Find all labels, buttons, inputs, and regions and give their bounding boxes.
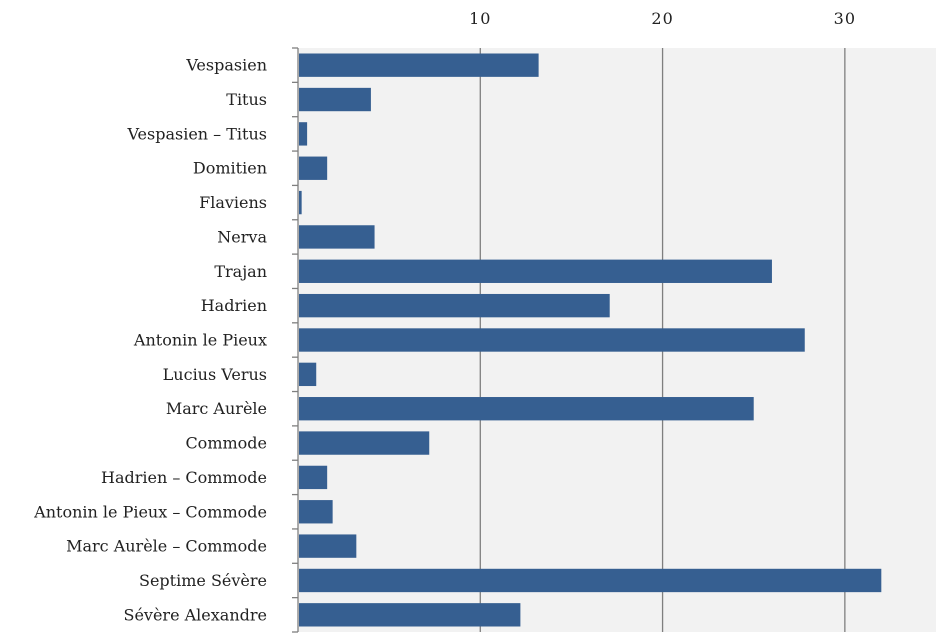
x-tick-label: 30	[834, 9, 856, 28]
bar	[299, 156, 328, 180]
category-label: Antonin le Pieux – Commode	[33, 502, 267, 521]
bar	[299, 397, 754, 421]
category-label: Titus	[226, 90, 267, 109]
category-label: Lucius Verus	[163, 365, 267, 384]
x-tick-label: 20	[651, 9, 673, 28]
category-label: Flaviens	[199, 193, 267, 212]
category-label: Marc Aurèle – Commode	[66, 537, 267, 556]
bar	[299, 87, 371, 112]
bars	[299, 53, 882, 627]
x-axis-ticks: 10 20 30	[469, 9, 856, 28]
category-label: Sévère Alexandre	[123, 605, 267, 624]
category-label: Marc Aurèle	[166, 399, 267, 418]
bar	[299, 465, 328, 490]
category-label: Vespasien	[185, 56, 267, 75]
bar	[299, 328, 805, 352]
category-label: Hadrien – Commode	[101, 468, 267, 487]
category-label: Septime Sévère	[139, 571, 267, 590]
bar	[299, 431, 430, 455]
bar	[299, 122, 308, 146]
bar	[299, 534, 357, 558]
category-label: Antonin le Pieux	[133, 331, 267, 350]
bar	[299, 568, 882, 593]
bar	[299, 362, 317, 387]
category-label: Trajan	[214, 262, 267, 281]
bar	[299, 190, 302, 215]
y-axis	[292, 47, 299, 633]
bar	[299, 500, 333, 524]
bar	[299, 259, 772, 283]
category-label: Hadrien	[201, 296, 267, 315]
category-label: Commode	[185, 434, 267, 453]
category-label: Domitien	[193, 159, 267, 178]
bar	[299, 225, 375, 249]
bar	[299, 293, 610, 318]
category-label: Vespasien – Titus	[126, 124, 267, 143]
category-labels: Vespasien Titus Vespasien – Titus Domitien F…	[33, 56, 267, 625]
x-tick-label: 10	[469, 9, 491, 28]
bar	[299, 53, 539, 77]
bar	[299, 603, 521, 627]
category-label: Nerva	[217, 227, 267, 246]
